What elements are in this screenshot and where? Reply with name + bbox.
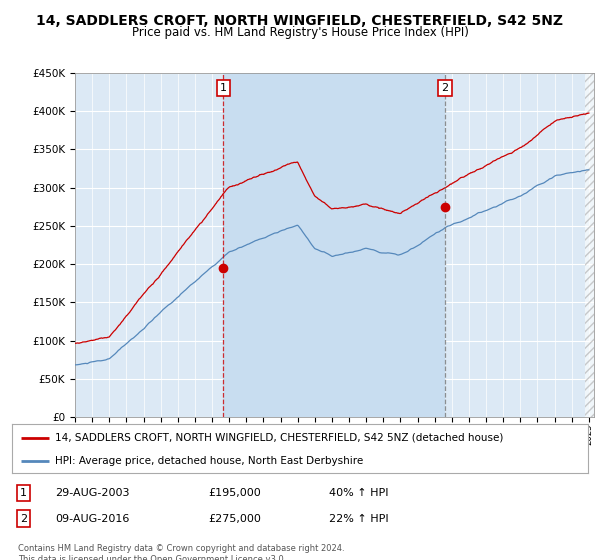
Text: 14, SADDLERS CROFT, NORTH WINGFIELD, CHESTERFIELD, S42 5NZ: 14, SADDLERS CROFT, NORTH WINGFIELD, CHE…: [37, 14, 563, 28]
Bar: [584, 73, 598, 417]
Text: 1: 1: [220, 83, 227, 93]
Text: 22% ↑ HPI: 22% ↑ HPI: [329, 514, 388, 524]
Text: HPI: Average price, detached house, North East Derbyshire: HPI: Average price, detached house, Nort…: [55, 456, 364, 466]
Text: 2: 2: [20, 514, 27, 524]
Text: 29-AUG-2003: 29-AUG-2003: [55, 488, 130, 498]
Text: 2: 2: [442, 83, 449, 93]
Text: 09-AUG-2016: 09-AUG-2016: [55, 514, 130, 524]
Text: 40% ↑ HPI: 40% ↑ HPI: [329, 488, 388, 498]
Text: Price paid vs. HM Land Registry's House Price Index (HPI): Price paid vs. HM Land Registry's House …: [131, 26, 469, 39]
Text: Contains HM Land Registry data © Crown copyright and database right 2024.
This d: Contains HM Land Registry data © Crown c…: [18, 544, 344, 560]
Text: £275,000: £275,000: [208, 514, 261, 524]
Text: 1: 1: [20, 488, 27, 498]
Text: £195,000: £195,000: [208, 488, 260, 498]
Text: 14, SADDLERS CROFT, NORTH WINGFIELD, CHESTERFIELD, S42 5NZ (detached house): 14, SADDLERS CROFT, NORTH WINGFIELD, CHE…: [55, 433, 503, 443]
Bar: [223, 73, 445, 417]
